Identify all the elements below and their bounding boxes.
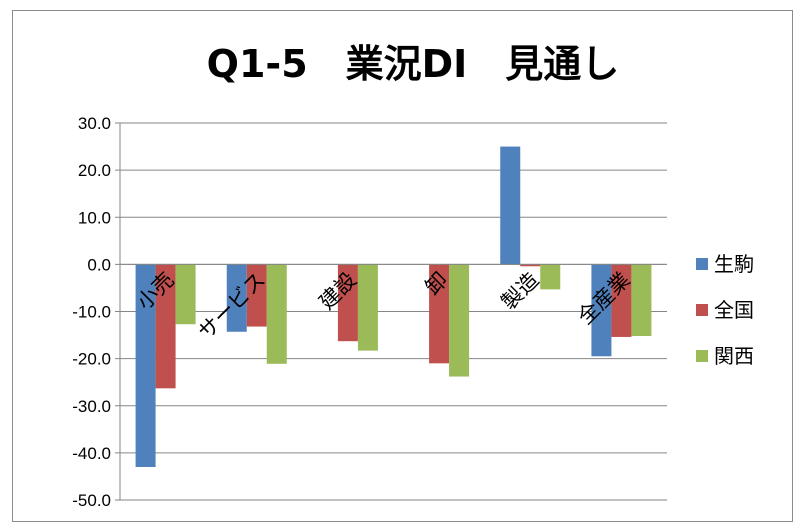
bar-生駒-小売 <box>135 264 156 468</box>
bar-関西-小売 <box>175 264 196 325</box>
chart-frame: Q1-5 業況DI 見通し 30.0 20.0 10.0 0.0 -10.0 -20.0 -… <box>12 10 793 522</box>
bar-layer <box>135 146 652 468</box>
bar-全国-建設 <box>337 264 358 342</box>
bar-関西-卸 <box>449 264 470 377</box>
bar-関西-建設 <box>357 264 378 351</box>
y-tick-label: -10.0 <box>72 303 111 322</box>
bar-関西-サービス <box>266 264 287 364</box>
chart-svg: Q1-5 業況DI 見通し 30.0 20.0 10.0 0.0 -10.0 -20.0 -… <box>72 42 754 510</box>
bar-生駒-サービス <box>226 264 247 332</box>
y-tick-label: 20.0 <box>78 161 111 180</box>
legend-label: 生駒 <box>714 252 754 276</box>
y-tick-label: -20.0 <box>72 350 111 369</box>
bar-関西-製造 <box>540 264 561 290</box>
category-label: 製造 <box>497 268 544 315</box>
axis-layer <box>115 122 667 501</box>
bar-全国-製造 <box>520 264 541 267</box>
bar-関西-全産業 <box>631 264 652 337</box>
bar-生駒-製造 <box>500 146 521 265</box>
legend-swatch <box>696 350 708 362</box>
legend-label: 関西 <box>714 344 754 368</box>
y-tick-label: -40.0 <box>72 444 111 463</box>
y-tick-label: -30.0 <box>72 397 111 416</box>
bar-全国-卸 <box>429 264 450 364</box>
y-tick-label: 30.0 <box>78 114 111 133</box>
y-tick-label: -50.0 <box>72 491 111 510</box>
bar-全国-サービス <box>246 264 267 327</box>
legend-swatch <box>696 304 708 316</box>
bar-全国-全産業 <box>611 264 632 337</box>
legend-label: 全国 <box>714 298 754 322</box>
bar-生駒-全産業 <box>591 264 612 357</box>
legend-swatch <box>696 258 708 270</box>
chart-title: Q1-5 業況DI 見通し <box>207 42 620 86</box>
y-tick-label: 10.0 <box>78 208 111 227</box>
y-tick-labels: 30.0 20.0 10.0 0.0 -10.0 -20.0 -30.0 -40.0 -50.0 <box>72 114 111 510</box>
bar-全国-小売 <box>155 264 176 389</box>
y-tick-label: 0.0 <box>87 255 111 274</box>
